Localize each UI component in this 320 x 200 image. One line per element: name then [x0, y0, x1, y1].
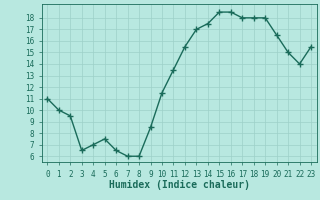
- X-axis label: Humidex (Indice chaleur): Humidex (Indice chaleur): [109, 180, 250, 190]
